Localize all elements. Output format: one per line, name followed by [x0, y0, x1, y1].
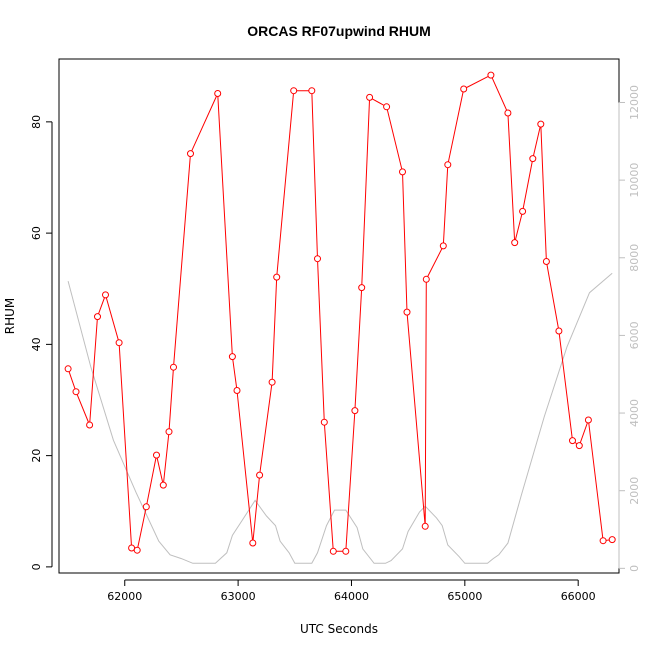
rhum-data-point: [542, 258, 550, 265]
rhum-data-point: [511, 239, 519, 247]
rhum-data-point: [320, 418, 328, 426]
rhum-data-point: [273, 273, 281, 281]
rhum-data-point: [439, 242, 447, 250]
rhum-data-point: [358, 284, 366, 292]
rhum-data-point: [268, 378, 276, 386]
rhum-data-point: [308, 87, 316, 95]
rhum-data-point: [351, 407, 359, 415]
rhum-data-point: [529, 155, 537, 163]
rhum-data-point: [233, 387, 241, 394]
rhum-data-point: [256, 471, 264, 479]
rhum-data-point: [165, 428, 173, 436]
rhum-data-point: [608, 536, 616, 544]
rhum-data-point: [102, 291, 109, 299]
x-axis-label: UTC Seconds: [300, 622, 378, 636]
rhum-data-point: [142, 503, 150, 511]
rhum-data-point: [153, 451, 160, 459]
y2-tick-label: 0: [628, 565, 641, 572]
rhum-data-point: [584, 416, 592, 424]
series-layer: [64, 71, 616, 564]
rhum-data-point: [133, 546, 141, 554]
y-tick-label: 0: [30, 563, 43, 570]
rhum-data-point: [86, 421, 94, 429]
y-axis-label: RHUM: [3, 298, 17, 335]
y2-tick-label: 8000: [628, 244, 641, 272]
y-tick-label: 20: [30, 449, 43, 463]
rhum-data-point: [128, 544, 136, 552]
rhum-data-point: [383, 103, 391, 111]
rhum-data-point: [249, 539, 257, 547]
rhum-data-point: [504, 109, 512, 117]
y-tick-label: 80: [30, 115, 43, 129]
rhum-data-point: [170, 363, 177, 371]
x-tick-label: 65000: [447, 590, 482, 603]
altitude-series-line: [67, 272, 613, 564]
rhum-data-point: [421, 522, 429, 530]
x-tick-label: 64000: [334, 590, 369, 603]
rhum-data-point: [214, 90, 222, 97]
rhum-data-point: [537, 120, 545, 128]
rhum-data-point: [366, 93, 374, 101]
chart-title: ORCAS RF07upwind RHUM: [247, 23, 431, 39]
rhum-data-point: [94, 313, 101, 321]
rhum-data-point: [487, 71, 495, 79]
rhum-data-point: [342, 547, 350, 555]
axis-layer: 62000 63000 64000 65000 66000 0 20 40 60 80 0 2000 4…: [30, 85, 641, 603]
rhum-data-point: [64, 365, 72, 373]
rhum-data-point: [555, 327, 563, 335]
rhum-data-point: [575, 442, 583, 450]
rhum-data-point: [329, 547, 337, 555]
x-tick-label: 63000: [221, 590, 256, 603]
rhum-data-point: [228, 353, 236, 361]
rhum-data-point: [444, 161, 452, 169]
y2-tick-label: 2000: [628, 477, 641, 505]
rhum-data-point: [403, 308, 411, 316]
rhum-data-point: [159, 481, 167, 489]
y2-tick-label: 12000: [628, 85, 641, 120]
x-tick-label: 62000: [107, 590, 142, 603]
y2-tick-label: 10000: [628, 163, 641, 198]
y-tick-label: 40: [30, 337, 43, 351]
rhum-data-point: [569, 437, 576, 445]
rhum-data-point: [422, 275, 430, 283]
rhum-data-point: [314, 255, 321, 263]
rhum-data-point: [72, 388, 80, 396]
rhum-data-point: [115, 339, 123, 347]
rhum-data-point: [599, 537, 607, 545]
rhum-data-point: [399, 168, 406, 176]
rhum-data-point: [290, 87, 298, 95]
x-tick-label: 66000: [561, 590, 596, 603]
rhum-data-point: [187, 150, 194, 158]
y2-tick-label: 6000: [628, 321, 641, 349]
y-tick-label: 60: [30, 226, 43, 240]
rhum-data-point: [519, 207, 527, 215]
y2-tick-label: 4000: [628, 399, 641, 427]
rhum-data-point: [460, 85, 468, 93]
